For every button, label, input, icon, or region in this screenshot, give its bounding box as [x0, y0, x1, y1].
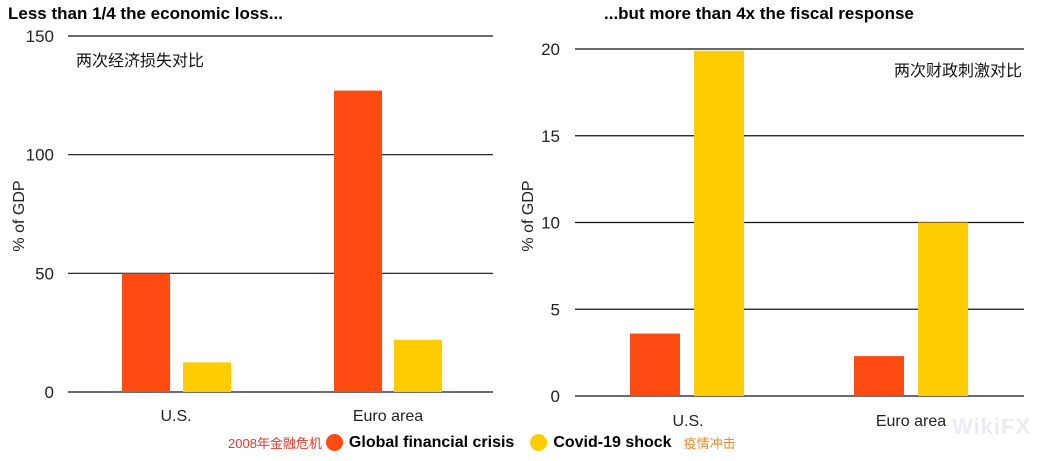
legend-covid-swatch — [530, 434, 548, 451]
right-ytick-5: 5 — [551, 300, 560, 319]
left-bar-gfc-us — [122, 273, 170, 392]
left-category-label-1: Euro area — [353, 408, 423, 425]
left-ytick-150: 150 — [26, 27, 54, 46]
left-chart-title: Less than 1/4 the economic loss... — [8, 4, 283, 23]
left-annotation: 两次经济损失对比 — [76, 52, 204, 70]
left-ylabel: % of GDP — [11, 180, 28, 251]
right-bar-covid-euro — [918, 222, 968, 396]
right-ylabel: % of GDP — [520, 180, 537, 251]
right-bar-gfc-us — [630, 333, 680, 396]
left-ytick-0: 0 — [45, 383, 54, 402]
right-ytick-10: 10 — [541, 214, 560, 233]
left-bar-gfc-euro — [334, 90, 382, 392]
legend-gfc-label: Global financial crisis — [348, 433, 515, 451]
legend-gfc-cn-label: 2008年金融危机 — [228, 436, 322, 451]
left-ytick-100: 100 — [26, 146, 54, 165]
left-bar-covid-euro — [394, 339, 442, 392]
watermark-logo: WikiFX — [952, 414, 1032, 439]
left-bar-covid-us — [183, 362, 231, 392]
legend-covid-label: Covid-19 shock — [553, 433, 672, 451]
legend: 2008年金融危机 Global financial crisis Covid-… — [228, 433, 736, 452]
right-ytick-0: 0 — [551, 387, 560, 406]
right-chart-title: ...but more than 4x the fiscal response — [604, 4, 914, 23]
legend-gfc-swatch — [325, 434, 343, 451]
right-annotation: 两次财政刺激对比 — [894, 62, 1022, 80]
right-category-label-0: U.S. — [672, 413, 703, 430]
right-bar-gfc-euro — [854, 356, 904, 396]
right-ytick-20: 20 — [541, 40, 560, 59]
right-bar-covid-us — [694, 50, 744, 397]
left-category-label-0: U.S. — [160, 408, 191, 425]
left-ytick-50: 50 — [35, 264, 54, 283]
right-ytick-15: 15 — [541, 127, 560, 146]
right-category-label-1: Euro area — [876, 413, 946, 430]
legend-covid-cn-label: 疫情冲击 — [683, 436, 736, 451]
